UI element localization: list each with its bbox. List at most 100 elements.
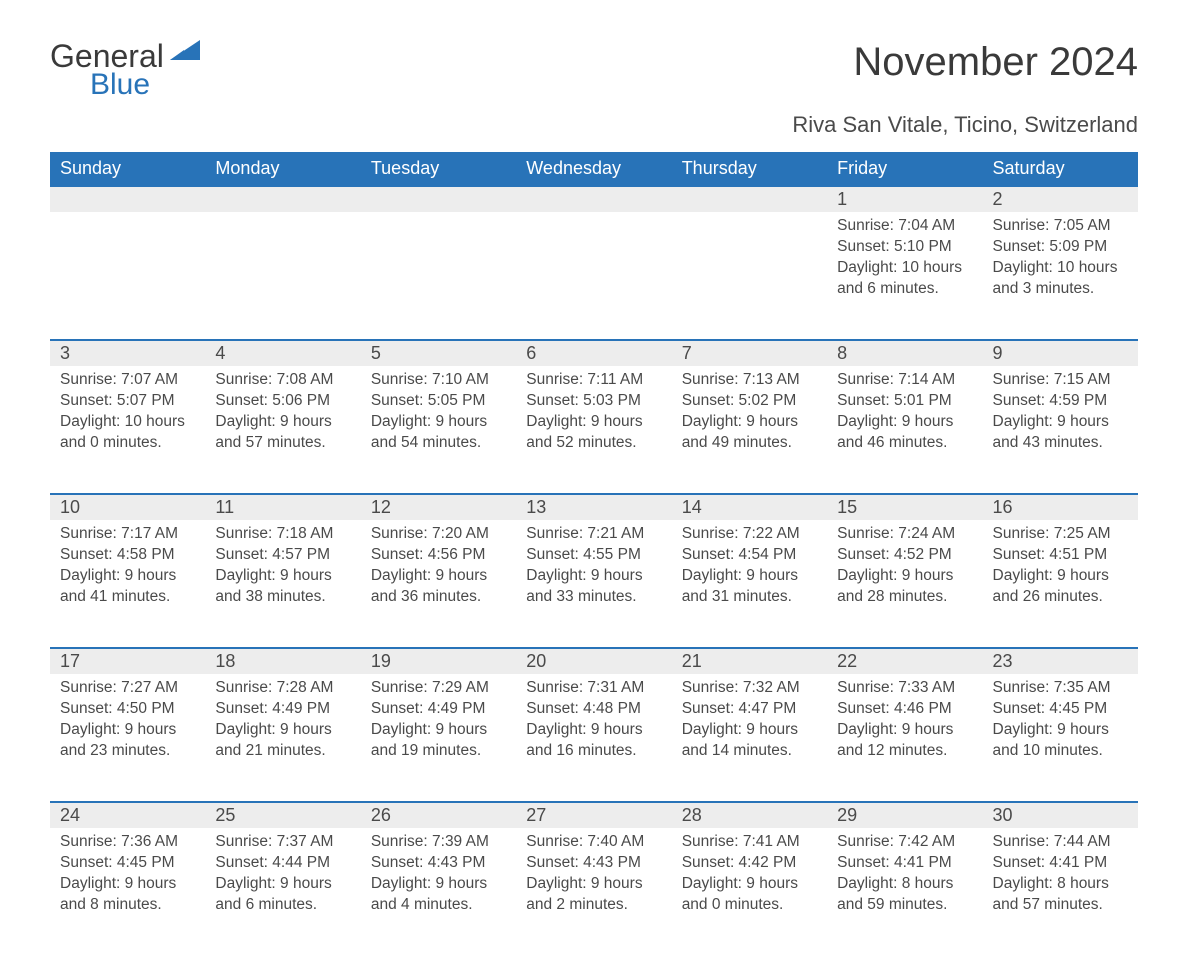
day-detail: Sunrise: 7:31 AMSunset: 4:48 PMDaylight:…: [516, 674, 671, 802]
daylight-line: Daylight: 8 hours and 57 minutes.: [993, 874, 1128, 916]
day-number: 18: [205, 648, 360, 674]
weekday-header: Thursday: [672, 152, 827, 186]
daylight-line: Daylight: 9 hours and 43 minutes.: [993, 412, 1128, 454]
day-number: 9: [983, 340, 1138, 366]
day-detail: Sunrise: 7:11 AMSunset: 5:03 PMDaylight:…: [516, 366, 671, 494]
day-number: 2: [983, 186, 1138, 212]
sunset-line: Sunset: 4:57 PM: [215, 545, 350, 566]
sunset-line: Sunset: 4:55 PM: [526, 545, 661, 566]
day-number: 13: [516, 494, 671, 520]
sunset-line: Sunset: 4:46 PM: [837, 699, 972, 720]
daylight-line: Daylight: 9 hours and 8 minutes.: [60, 874, 195, 916]
day-detail: Sunrise: 7:08 AMSunset: 5:06 PMDaylight:…: [205, 366, 360, 494]
calendar-table: SundayMondayTuesdayWednesdayThursdayFrid…: [50, 152, 1138, 956]
sunrise-line: Sunrise: 7:22 AM: [682, 524, 817, 545]
day-detail: Sunrise: 7:37 AMSunset: 4:44 PMDaylight:…: [205, 828, 360, 956]
sunset-line: Sunset: 4:47 PM: [682, 699, 817, 720]
sunset-line: Sunset: 4:43 PM: [371, 853, 506, 874]
daylight-line: Daylight: 9 hours and 41 minutes.: [60, 566, 195, 608]
detail-row: Sunrise: 7:17 AMSunset: 4:58 PMDaylight:…: [50, 520, 1138, 648]
day-number: 4: [205, 340, 360, 366]
day-detail: Sunrise: 7:42 AMSunset: 4:41 PMDaylight:…: [827, 828, 982, 956]
day-detail: Sunrise: 7:05 AMSunset: 5:09 PMDaylight:…: [983, 212, 1138, 340]
sunset-line: Sunset: 4:49 PM: [215, 699, 350, 720]
sunset-line: Sunset: 5:07 PM: [60, 391, 195, 412]
sunrise-line: Sunrise: 7:41 AM: [682, 832, 817, 853]
sunrise-line: Sunrise: 7:39 AM: [371, 832, 506, 853]
day-detail: Sunrise: 7:15 AMSunset: 4:59 PMDaylight:…: [983, 366, 1138, 494]
daylight-line: Daylight: 9 hours and 0 minutes.: [682, 874, 817, 916]
day-number: 17: [50, 648, 205, 674]
day-number: 7: [672, 340, 827, 366]
sunrise-line: Sunrise: 7:24 AM: [837, 524, 972, 545]
sunrise-line: Sunrise: 7:29 AM: [371, 678, 506, 699]
day-detail: Sunrise: 7:10 AMSunset: 5:05 PMDaylight:…: [361, 366, 516, 494]
day-number: 12: [361, 494, 516, 520]
weekday-header-row: SundayMondayTuesdayWednesdayThursdayFrid…: [50, 152, 1138, 186]
sunrise-line: Sunrise: 7:32 AM: [682, 678, 817, 699]
daylight-line: Daylight: 9 hours and 14 minutes.: [682, 720, 817, 762]
daylight-line: Daylight: 10 hours and 0 minutes.: [60, 412, 195, 454]
day-detail: Sunrise: 7:04 AMSunset: 5:10 PMDaylight:…: [827, 212, 982, 340]
day-number: 10: [50, 494, 205, 520]
logo-text-block: General Blue: [50, 40, 200, 102]
sunrise-line: Sunrise: 7:18 AM: [215, 524, 350, 545]
day-number: 19: [361, 648, 516, 674]
sunset-line: Sunset: 4:44 PM: [215, 853, 350, 874]
sunset-line: Sunset: 4:42 PM: [682, 853, 817, 874]
daylight-line: Daylight: 9 hours and 21 minutes.: [215, 720, 350, 762]
daylight-line: Daylight: 9 hours and 57 minutes.: [215, 412, 350, 454]
sunset-line: Sunset: 4:43 PM: [526, 853, 661, 874]
daylight-line: Daylight: 9 hours and 16 minutes.: [526, 720, 661, 762]
day-number: 20: [516, 648, 671, 674]
sunset-line: Sunset: 4:49 PM: [371, 699, 506, 720]
day-detail-empty: [50, 212, 205, 340]
sunset-line: Sunset: 5:01 PM: [837, 391, 972, 412]
daylight-line: Daylight: 9 hours and 4 minutes.: [371, 874, 506, 916]
daylight-line: Daylight: 8 hours and 59 minutes.: [837, 874, 972, 916]
day-detail: Sunrise: 7:22 AMSunset: 4:54 PMDaylight:…: [672, 520, 827, 648]
daylight-line: Daylight: 9 hours and 31 minutes.: [682, 566, 817, 608]
day-detail-empty: [516, 212, 671, 340]
day-cell-empty: [205, 186, 360, 212]
day-detail: Sunrise: 7:44 AMSunset: 4:41 PMDaylight:…: [983, 828, 1138, 956]
day-detail: Sunrise: 7:25 AMSunset: 4:51 PMDaylight:…: [983, 520, 1138, 648]
title-block: November 2024: [853, 40, 1138, 85]
daylight-line: Daylight: 9 hours and 49 minutes.: [682, 412, 817, 454]
daylight-line: Daylight: 10 hours and 3 minutes.: [993, 258, 1128, 300]
day-detail: Sunrise: 7:20 AMSunset: 4:56 PMDaylight:…: [361, 520, 516, 648]
sunset-line: Sunset: 4:45 PM: [60, 853, 195, 874]
day-detail: Sunrise: 7:35 AMSunset: 4:45 PMDaylight:…: [983, 674, 1138, 802]
daylight-line: Daylight: 9 hours and 19 minutes.: [371, 720, 506, 762]
sunrise-line: Sunrise: 7:31 AM: [526, 678, 661, 699]
sunrise-line: Sunrise: 7:05 AM: [993, 216, 1128, 237]
sunrise-line: Sunrise: 7:04 AM: [837, 216, 972, 237]
sunrise-line: Sunrise: 7:17 AM: [60, 524, 195, 545]
sunrise-line: Sunrise: 7:28 AM: [215, 678, 350, 699]
day-number: 22: [827, 648, 982, 674]
sunrise-line: Sunrise: 7:20 AM: [371, 524, 506, 545]
day-detail: Sunrise: 7:21 AMSunset: 4:55 PMDaylight:…: [516, 520, 671, 648]
weekday-header: Sunday: [50, 152, 205, 186]
day-detail: Sunrise: 7:07 AMSunset: 5:07 PMDaylight:…: [50, 366, 205, 494]
detail-row: Sunrise: 7:04 AMSunset: 5:10 PMDaylight:…: [50, 212, 1138, 340]
daylight-line: Daylight: 9 hours and 28 minutes.: [837, 566, 972, 608]
daynum-row: 24252627282930: [50, 802, 1138, 828]
daynum-row: 17181920212223: [50, 648, 1138, 674]
weekday-header: Saturday: [983, 152, 1138, 186]
detail-row: Sunrise: 7:36 AMSunset: 4:45 PMDaylight:…: [50, 828, 1138, 956]
day-detail: Sunrise: 7:33 AMSunset: 4:46 PMDaylight:…: [827, 674, 982, 802]
day-detail: Sunrise: 7:24 AMSunset: 4:52 PMDaylight:…: [827, 520, 982, 648]
daylight-line: Daylight: 9 hours and 33 minutes.: [526, 566, 661, 608]
daylight-line: Daylight: 9 hours and 46 minutes.: [837, 412, 972, 454]
day-number: 1: [827, 186, 982, 212]
sunrise-line: Sunrise: 7:14 AM: [837, 370, 972, 391]
day-detail: Sunrise: 7:27 AMSunset: 4:50 PMDaylight:…: [50, 674, 205, 802]
daylight-line: Daylight: 10 hours and 6 minutes.: [837, 258, 972, 300]
day-detail: Sunrise: 7:32 AMSunset: 4:47 PMDaylight:…: [672, 674, 827, 802]
day-detail-empty: [672, 212, 827, 340]
sunrise-line: Sunrise: 7:25 AM: [993, 524, 1128, 545]
daylight-line: Daylight: 9 hours and 26 minutes.: [993, 566, 1128, 608]
sunrise-line: Sunrise: 7:36 AM: [60, 832, 195, 853]
sunset-line: Sunset: 4:41 PM: [837, 853, 972, 874]
